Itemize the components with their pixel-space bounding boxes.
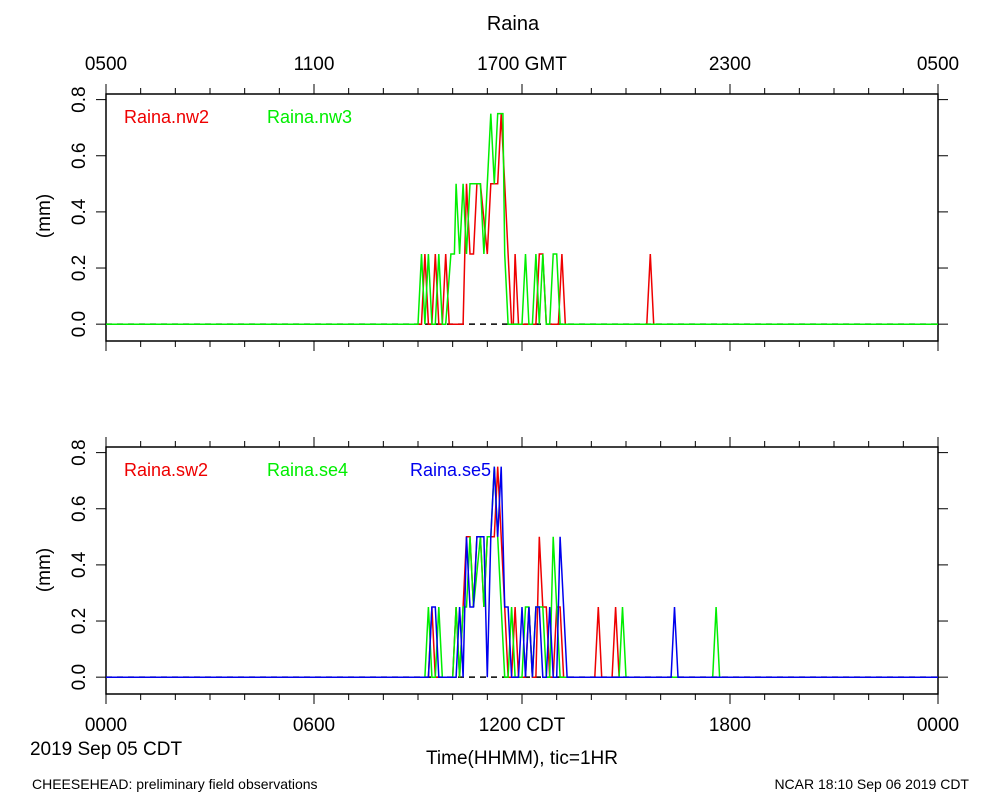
legend-entry-se5: Raina.se5 (410, 460, 491, 480)
y-tick-label: 0.2 (69, 608, 90, 634)
series-line-raina-nw3 (106, 112, 938, 325)
y-tick-label: 0.4 (69, 551, 90, 578)
x-axis-title: Time(HHMM), tic=1HR (426, 748, 618, 769)
date-label: 2019 Sep 05 CDT (30, 739, 182, 760)
y-axis-title: (mm) (34, 194, 55, 238)
y-tick-label: 0.6 (69, 143, 90, 169)
plot-frame (105, 93, 939, 342)
legend-entry-sw2: Raina.sw2 (124, 460, 208, 480)
top-tick-label: 1700 GMT (477, 54, 567, 75)
bottom-axis-labels: 0000 0600 1200 CDT 1800 0000 (85, 715, 959, 736)
top-tick-label: 0500 (85, 54, 127, 75)
bottom-tick-label: 0000 (85, 715, 127, 736)
y-axis-title: (mm) (34, 548, 55, 592)
y-tick-label: 0.4 (69, 198, 90, 225)
legend-entry-se4: Raina.se4 (267, 460, 348, 480)
bottom-tick-label: 0000 (917, 715, 959, 736)
y-tick-label: 0.8 (69, 439, 90, 465)
top-tick-label: 1100 (294, 54, 335, 75)
bottom-panel-series (106, 466, 938, 678)
y-tick-label: 0.2 (69, 255, 90, 281)
series-line-raina-se4 (106, 466, 938, 678)
chart-title: Raina (487, 13, 540, 35)
footer-right: NCAR 18:10 Sep 06 2019 CDT (774, 776, 969, 792)
y-tick-label: 0.0 (69, 664, 90, 690)
legend-entry-nw2: Raina.nw2 (124, 107, 209, 127)
y-tick-label: 0.8 (69, 86, 90, 112)
bottom-tick-label: 1800 (709, 715, 751, 736)
y-tick-label: 0.0 (69, 311, 90, 337)
bottom-tick-label: 0600 (293, 715, 335, 736)
series-line-raina-se5 (106, 466, 938, 678)
series-line-raina-nw2 (106, 113, 938, 325)
footer-left: CHEESEHEAD: preliminary field observatio… (32, 776, 318, 792)
series-line-raina-sw2 (106, 466, 938, 678)
top-panel-series (106, 112, 938, 325)
top-tick-label: 0500 (917, 54, 959, 75)
top-panel: (mm) 0.0 0.2 0.4 0.6 0.8 Raina.nw2 Raina… (34, 84, 948, 351)
bottom-panel: (mm) 0.0 0.2 0.4 0.6 0.8 Raina.sw2 Raina… (34, 437, 948, 704)
bottom-tick-label: 1200 CDT (479, 715, 566, 736)
y-tick-label: 0.6 (69, 496, 90, 522)
plot-frame (105, 446, 939, 695)
legend-entry-nw3: Raina.nw3 (267, 107, 352, 127)
top-axis-labels: 0500 1100 1700 GMT 2300 0500 (85, 54, 959, 75)
top-tick-label: 2300 (709, 54, 751, 75)
